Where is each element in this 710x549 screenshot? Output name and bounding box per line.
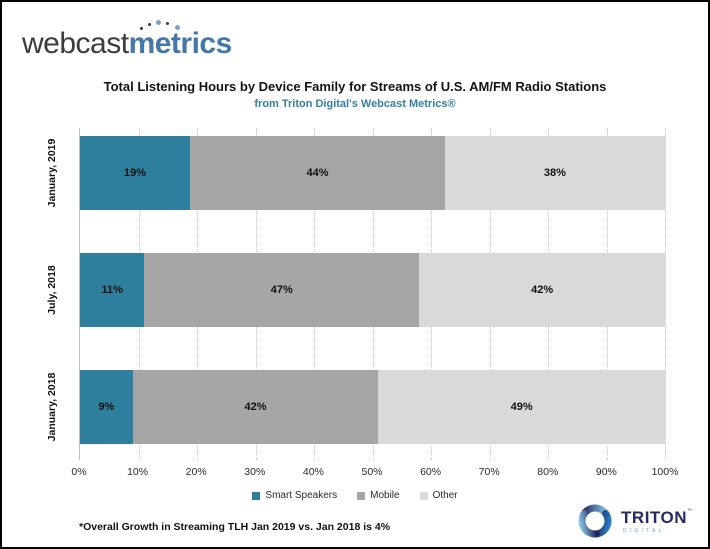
bar-value-label: 9% (98, 401, 115, 413)
legend-label: Smart Speakers (265, 490, 338, 501)
bar-segment-smart-speakers: 11% (80, 253, 145, 327)
x-tick-label: 100% (651, 466, 679, 478)
triton-digital-text: DIGITAL (623, 527, 665, 534)
bar-segment-other: 38% (444, 136, 665, 210)
bar-segment-smart-speakers: 9% (80, 370, 133, 444)
x-tick-label: 60% (420, 466, 442, 478)
bar-value-label: 42% (531, 284, 554, 296)
chart-title: Total Listening Hours by Device Family f… (103, 79, 607, 94)
logo-dot-icon (175, 25, 180, 30)
category-label: January, 2019 (46, 138, 58, 208)
legend: Smart Speakers Mobile Other (2, 490, 708, 501)
legend-swatch-icon (252, 491, 261, 500)
footnote: *Overall Growth in Streaming TLH Jan 201… (79, 521, 391, 533)
x-tick-label: 30% (244, 466, 266, 478)
legend-item-smart-speakers: Smart Speakers (252, 490, 337, 501)
legend-swatch-icon (419, 491, 428, 500)
x-tick-label: 0% (71, 466, 87, 478)
x-tick-label: 10% (127, 466, 149, 478)
logo-metrics-text: metrics (128, 27, 233, 60)
logo-webcast-text: webcast (22, 27, 129, 60)
bar-segment-mobile: 47% (144, 253, 420, 327)
legend-item-mobile: Mobile (357, 490, 400, 501)
bar-segment-mobile: 44% (190, 136, 445, 210)
category-label: January, 2018 (46, 372, 58, 442)
legend-label: Other (432, 490, 458, 501)
logo-dot-icon (156, 20, 161, 25)
bar-value-label: 42% (244, 401, 267, 413)
bar-value-label: 47% (270, 284, 293, 296)
legend-swatch-icon (357, 491, 366, 500)
category-label: July, 2018 (46, 265, 58, 315)
x-tick-label: 80% (537, 466, 559, 478)
logo-dot-icon (166, 22, 169, 25)
x-tick-label: 70% (478, 466, 500, 478)
webcastmetrics-logo: webcastmetrics (22, 20, 233, 64)
plot-area: 19% 44% 38% 11% 47% 42% 9% 42% 49% (79, 128, 666, 460)
x-tick-label: 90% (595, 466, 617, 478)
triton-wordmark: TRITON (621, 507, 687, 527)
legend-item-other: Other (419, 490, 458, 501)
bar-row: 11% 47% 42% (80, 253, 665, 327)
x-tick-label: 40% (302, 466, 324, 478)
logo-dots-icon (140, 20, 186, 32)
triton-logo: TRITON™ DIGITAL (575, 501, 692, 541)
bar-value-label: 49% (510, 401, 533, 413)
bar-row: 19% 44% 38% (80, 136, 665, 210)
trademark-symbol: ™ (687, 507, 692, 514)
triton-ring-icon (578, 504, 612, 538)
bar-row: 9% 42% 49% (80, 370, 665, 444)
x-tick-label: 20% (185, 466, 207, 478)
gridline (665, 128, 666, 460)
bar-segment-other: 42% (419, 253, 665, 327)
x-axis: 0% 10% 20% 30% 40% 50% 60% 70% 80% 90% 100% (71, 466, 678, 480)
bar-value-label: 11% (101, 284, 123, 296)
x-tick-label: 50% (361, 466, 383, 478)
logo-dot-icon (140, 27, 143, 30)
bar-segment-mobile: 42% (132, 370, 379, 444)
bar-value-label: 19% (124, 167, 147, 179)
bar-value-label: 38% (543, 167, 566, 179)
bar-segment-smart-speakers: 19% (80, 136, 191, 210)
bar-value-label: 44% (306, 167, 329, 179)
logo-dot-icon (148, 23, 151, 26)
chart-subtitle: from Triton Digital's Webcast Metrics® (254, 98, 456, 110)
legend-label: Mobile (370, 490, 400, 501)
bar-segment-other: 49% (378, 370, 665, 444)
